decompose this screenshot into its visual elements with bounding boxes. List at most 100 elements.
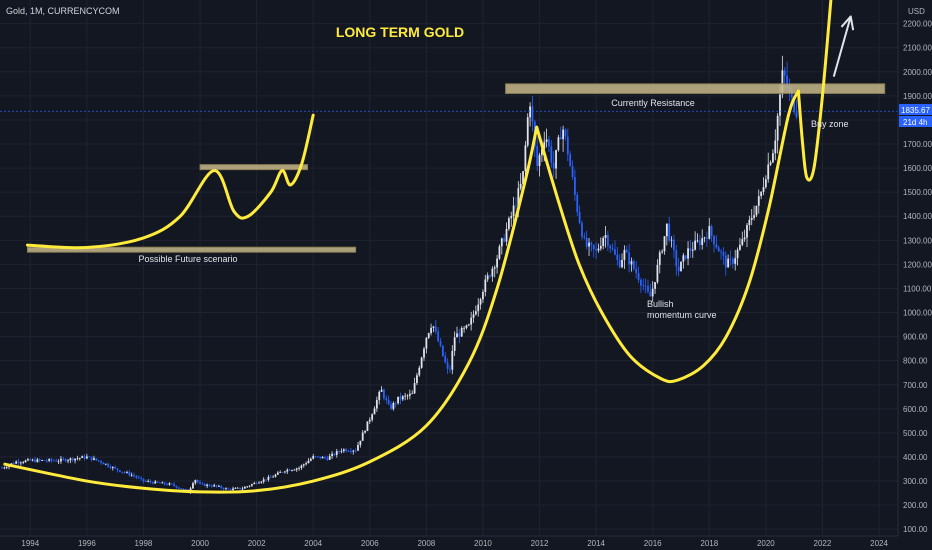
candle — [458, 329, 461, 344]
candle — [453, 331, 456, 356]
candle — [286, 468, 289, 474]
candle — [397, 396, 399, 405]
candle — [571, 160, 574, 181]
candle — [284, 470, 286, 474]
candle — [399, 392, 402, 405]
resistance-label: Currently Resistance — [611, 98, 695, 108]
candle — [722, 247, 725, 265]
candle — [654, 282, 656, 294]
candle — [757, 189, 760, 214]
candle — [401, 395, 404, 402]
price-tick-label: 500.00 — [903, 429, 928, 438]
price-tick-label: 2200.00 — [903, 20, 932, 29]
candle — [312, 453, 315, 460]
candle — [291, 469, 293, 472]
candle — [734, 249, 737, 271]
time-axis[interactable]: 1994 1996 1998 2000 2002 2004 2006 2008 2010 2012… — [0, 535, 932, 550]
candle — [441, 345, 444, 357]
candle — [239, 487, 242, 490]
candle — [309, 457, 312, 462]
candle — [550, 140, 553, 168]
candle — [144, 479, 147, 483]
candle — [302, 463, 305, 468]
chart-title: LONG TERM GOLD — [336, 24, 464, 40]
candle — [78, 457, 81, 461]
candle — [319, 456, 322, 460]
candle — [102, 462, 105, 465]
candle — [609, 244, 612, 253]
candle — [498, 244, 501, 261]
candle — [48, 458, 51, 463]
time-tick-label: 2002 — [248, 539, 266, 548]
candle — [326, 455, 329, 462]
candle — [731, 256, 734, 269]
candle — [241, 486, 244, 491]
candle — [538, 152, 541, 177]
price-tick-label: 600.00 — [903, 405, 928, 414]
candle — [413, 377, 416, 394]
candle — [519, 173, 522, 191]
bullish-label-line1: Bullish — [647, 299, 674, 309]
candle — [276, 471, 279, 476]
candle — [67, 459, 69, 464]
candle — [717, 245, 720, 252]
candle — [154, 480, 157, 484]
candle — [85, 453, 88, 460]
candle — [279, 470, 282, 473]
candle — [515, 197, 517, 210]
last-price-tag: 1835.67 21d 4h — [899, 104, 932, 127]
candle — [706, 231, 708, 248]
candle — [484, 274, 487, 297]
candle — [599, 237, 602, 251]
candle — [595, 242, 598, 260]
candle — [604, 225, 607, 248]
candle — [581, 220, 583, 240]
candle — [491, 266, 494, 282]
candle — [222, 487, 225, 491]
candle — [116, 468, 119, 473]
candle — [95, 458, 98, 462]
candle — [689, 239, 692, 258]
candle — [505, 222, 508, 246]
candle — [746, 222, 748, 248]
price-tick-label: 200.00 — [903, 501, 928, 510]
candle — [274, 473, 277, 478]
candle — [62, 456, 65, 461]
candle — [649, 283, 652, 297]
candle — [623, 245, 626, 269]
candle — [776, 112, 779, 154]
candle — [100, 460, 102, 465]
arrow-head — [840, 15, 855, 31]
candle — [350, 448, 352, 454]
candle — [135, 474, 138, 480]
candle — [378, 390, 381, 405]
candle — [512, 196, 515, 224]
symbol-label[interactable]: Gold, 1M, CURRENCYCOM — [6, 6, 120, 16]
candle — [29, 458, 32, 461]
time-tick-label: 2020 — [757, 539, 775, 548]
time-tick-label: 2022 — [814, 539, 832, 548]
scenario-top-band — [199, 164, 309, 171]
candle — [342, 448, 345, 453]
candle — [180, 488, 183, 490]
time-tick-label: 1996 — [78, 539, 96, 548]
price-axis[interactable]: USD 100.00 200.00 300.00 400.00 500.00 600.00… — [897, 0, 932, 550]
candle — [27, 457, 29, 462]
candle — [694, 231, 697, 251]
candle — [392, 401, 395, 411]
candle — [255, 481, 258, 485]
candle — [232, 486, 234, 491]
candle — [449, 365, 451, 373]
candle — [562, 125, 565, 152]
candle — [470, 311, 473, 331]
candle — [743, 229, 746, 242]
candle — [161, 481, 164, 484]
candle — [479, 297, 482, 310]
candle — [767, 152, 770, 183]
candle — [493, 265, 496, 278]
candle — [243, 485, 246, 489]
candle — [246, 486, 249, 489]
candle — [611, 243, 614, 251]
candle — [684, 255, 687, 261]
